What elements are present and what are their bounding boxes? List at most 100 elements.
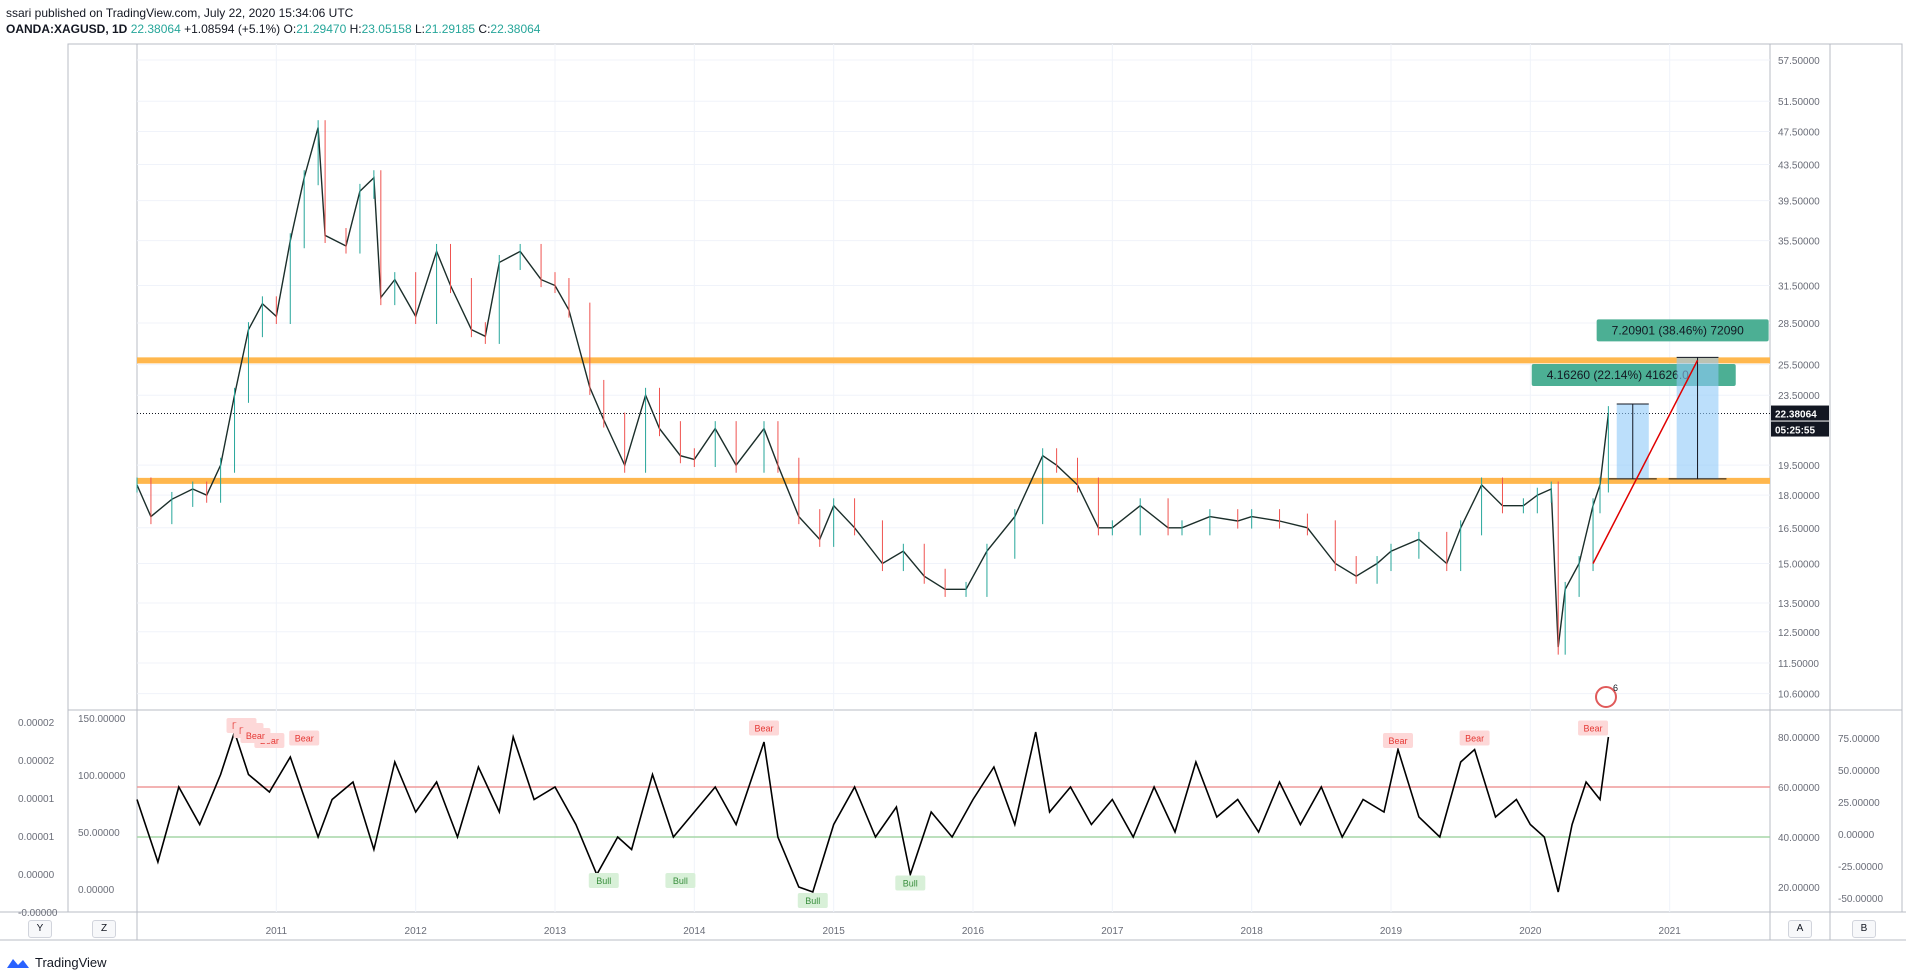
bull-label: Bull bbox=[903, 879, 918, 889]
low-value: 21.29185 bbox=[425, 22, 476, 36]
price-tick-label: 35.50000 bbox=[1778, 237, 1820, 248]
x-tick-label: 2014 bbox=[683, 926, 706, 937]
y-scale-button[interactable]: Y bbox=[28, 920, 52, 938]
open-value: 21.29470 bbox=[296, 22, 347, 36]
price-tick-label: 16.50000 bbox=[1778, 524, 1820, 535]
open-label: O: bbox=[283, 22, 297, 36]
osc-left-inner-tick: 100.00000 bbox=[78, 771, 126, 782]
osc-right-outer-tick: -25.00000 bbox=[1838, 862, 1883, 873]
x-tick-label: 2012 bbox=[405, 926, 428, 937]
change-value: +1.08594 (+5.1%) bbox=[184, 22, 281, 36]
footer-brand: TradingView bbox=[6, 955, 107, 970]
b-scale-button[interactable]: B bbox=[1852, 920, 1876, 938]
x-tick-label: 2018 bbox=[1241, 926, 1264, 937]
osc-left-inner-tick: 50.00000 bbox=[78, 828, 120, 839]
price-tick-label: 19.50000 bbox=[1778, 461, 1820, 472]
auto-scale-button[interactable]: A bbox=[1788, 920, 1812, 938]
osc-right-inner-tick: 20.00000 bbox=[1778, 883, 1820, 894]
countdown-badge bbox=[1771, 421, 1829, 437]
last-price: 22.38064 bbox=[130, 22, 181, 36]
bear-label-box bbox=[289, 730, 320, 746]
bear-label: Bear bbox=[246, 731, 265, 741]
bear-label: Bear bbox=[295, 734, 314, 744]
osc-left-inner-tick: 150.00000 bbox=[78, 714, 126, 725]
symbol-info-bar: OANDA:XAGUSD, 1D 22.38064 +1.08594 (+5.1… bbox=[6, 22, 540, 36]
osc-left-outer-tick: -0.00000 bbox=[18, 908, 58, 919]
bear-label: Bear bbox=[1465, 734, 1484, 744]
osc-right-outer-tick: 25.00000 bbox=[1838, 798, 1880, 809]
price-tick-label: 39.50000 bbox=[1778, 197, 1820, 208]
high-label: H: bbox=[349, 22, 362, 36]
bull-label-box bbox=[797, 893, 828, 908]
x-tick-label: 2017 bbox=[1101, 926, 1124, 937]
x-tick-label: 2020 bbox=[1519, 926, 1542, 937]
bear-label: Bear bbox=[1388, 736, 1407, 746]
close-label: C: bbox=[478, 22, 491, 36]
price-tick-label: 23.50000 bbox=[1778, 391, 1820, 402]
osc-left-outer-tick: 0.00001 bbox=[18, 832, 55, 843]
bear-label-box bbox=[1578, 720, 1609, 736]
trend-arrow-line bbox=[1592, 359, 1699, 564]
current-price-label: 22.38064 bbox=[1775, 410, 1817, 421]
measure-label: 4.16260 (22.14%) 41626.0 bbox=[1547, 368, 1689, 382]
bull-label-box bbox=[588, 873, 619, 888]
price-tick-label: 31.50000 bbox=[1778, 281, 1820, 292]
x-tick-label: 2016 bbox=[962, 926, 985, 937]
oscillator-line bbox=[136, 729, 1610, 894]
osc-left-outer-tick: 0.00002 bbox=[18, 718, 55, 729]
osc-left-outer-tick: 0.00002 bbox=[18, 756, 55, 767]
price-tick-label: 51.50000 bbox=[1778, 97, 1820, 108]
bear-label-box bbox=[749, 720, 780, 736]
countdown-label: 05:25:55 bbox=[1775, 426, 1815, 437]
x-tick-label: 2021 bbox=[1659, 926, 1682, 937]
x-tick-label: 2015 bbox=[823, 926, 846, 937]
osc-right-outer-tick: 50.00000 bbox=[1838, 766, 1880, 777]
x-tick-label: 2019 bbox=[1380, 926, 1403, 937]
osc-right-inner-tick: 60.00000 bbox=[1778, 783, 1820, 794]
symbol-label[interactable]: OANDA:XAGUSD, 1D bbox=[6, 22, 128, 36]
high-value: 23.05158 bbox=[361, 22, 412, 36]
bear-label-box bbox=[240, 728, 271, 743]
price-tick-label: 13.50000 bbox=[1778, 599, 1820, 610]
horizontal-zone bbox=[137, 357, 1770, 364]
osc-left-outer-tick: 0.00001 bbox=[18, 794, 55, 805]
bear-label: Bear bbox=[1584, 724, 1603, 734]
event-marker-count: 6 bbox=[1613, 683, 1618, 693]
footer-brand-text: TradingView bbox=[35, 955, 107, 970]
bear-label-box bbox=[1382, 733, 1413, 748]
price-tick-label: 25.50000 bbox=[1778, 361, 1820, 372]
osc-right-inner-tick: 40.00000 bbox=[1778, 833, 1820, 844]
price-tick-label: 57.50000 bbox=[1778, 56, 1820, 67]
close-value: 22.38064 bbox=[490, 22, 541, 36]
bull-label: Bull bbox=[805, 896, 820, 906]
event-marker-icon bbox=[1595, 686, 1617, 708]
price-series-line bbox=[136, 127, 1610, 648]
osc-right-outer-tick: 75.00000 bbox=[1838, 734, 1880, 745]
publisher-text: ssari published on TradingView.com, July… bbox=[6, 6, 354, 20]
measure-label-box bbox=[1596, 319, 1769, 342]
osc-right-outer-tick: 0.00000 bbox=[1838, 830, 1875, 841]
osc-right-inner-tick: 80.00000 bbox=[1778, 733, 1820, 744]
tradingview-logo-icon bbox=[7, 958, 29, 968]
price-tick-label: 47.50000 bbox=[1778, 128, 1820, 139]
price-tick-label: 12.50000 bbox=[1778, 628, 1820, 639]
publisher-line: ssari published on TradingView.com, July… bbox=[6, 6, 353, 20]
bull-label: Bull bbox=[596, 876, 611, 886]
bull-label: Bull bbox=[673, 876, 688, 886]
price-tick-label: 15.00000 bbox=[1778, 559, 1820, 570]
price-tick-label: 10.60000 bbox=[1778, 690, 1820, 701]
price-tick-label: 11.50000 bbox=[1778, 659, 1819, 670]
bull-label-box bbox=[665, 873, 696, 888]
x-tick-label: 2011 bbox=[266, 926, 288, 937]
osc-left-outer-tick: 0.00000 bbox=[18, 870, 55, 881]
bear-label: Bear bbox=[754, 724, 773, 734]
osc-right-outer-tick: -50.00000 bbox=[1838, 894, 1883, 905]
price-tick-label: 18.00000 bbox=[1778, 491, 1820, 502]
x-tick-label: 2013 bbox=[544, 926, 567, 937]
bull-label-box bbox=[895, 875, 926, 891]
z-scale-button[interactable]: Z bbox=[92, 920, 116, 938]
low-label: L: bbox=[415, 22, 426, 36]
measure-label: 7.20901 (38.46%) 72090 bbox=[1612, 323, 1744, 337]
current-price-badge bbox=[1771, 405, 1829, 421]
